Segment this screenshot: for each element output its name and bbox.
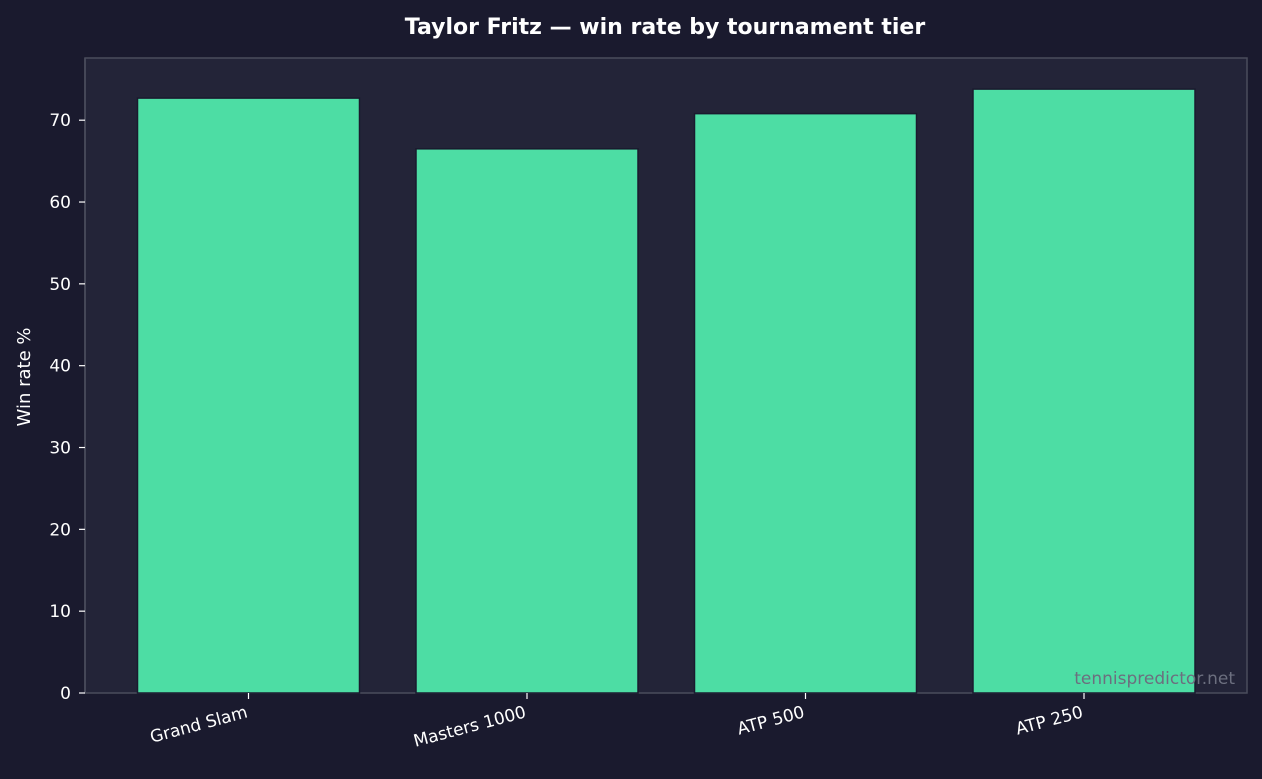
chart-title: Taylor Fritz — win rate by tournament ti… [405,15,926,40]
y-tick-label-30: 30 [49,439,71,459]
y-axis: 0 10 20 30 40 50 60 70 [49,58,86,704]
watermark-text: tennispredictor.net [1074,669,1235,689]
bar-atp-500 [693,112,918,694]
y-tick-label-20: 20 [49,520,71,540]
y-tick-label-50: 50 [49,275,71,295]
bar-grand-slam [136,97,361,694]
y-tick-label-0: 0 [60,684,71,704]
bar-masters-1000 [415,148,639,694]
bar-atp-250 [972,88,1196,694]
bars-group [136,88,1196,694]
y-tick-label-60: 60 [49,193,71,213]
y-tick-label-70: 70 [49,111,71,131]
y-axis-label: Win rate % [14,328,35,427]
y-tick-label-10: 10 [49,602,71,622]
y-tick-label-40: 40 [49,357,71,377]
